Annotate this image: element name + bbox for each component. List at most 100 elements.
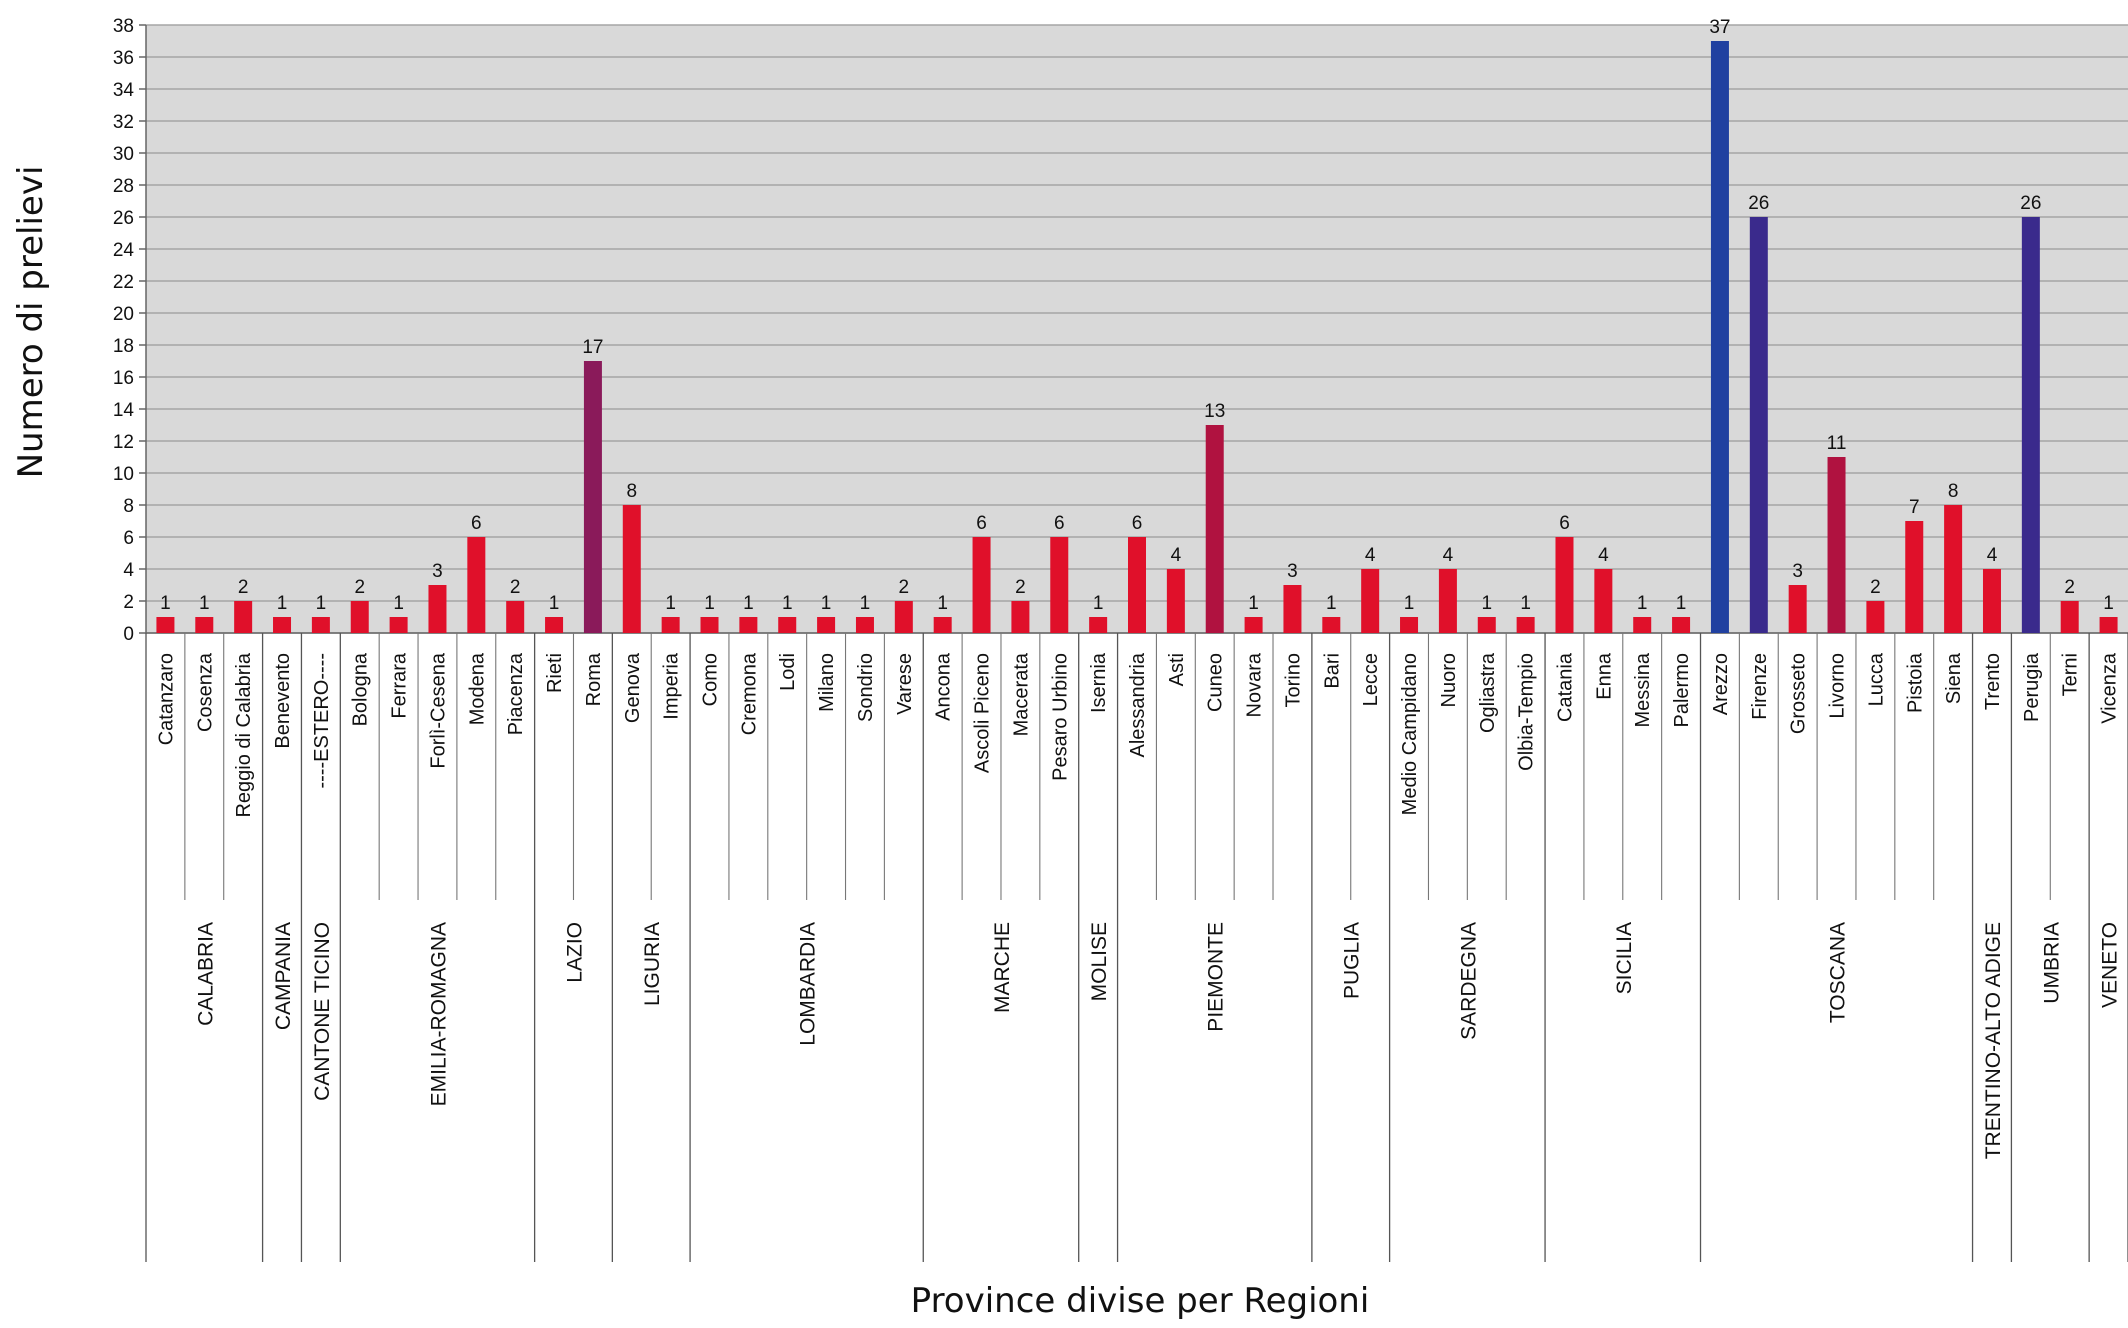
bar [1516, 617, 1535, 633]
bar [273, 617, 292, 633]
bar [1400, 617, 1419, 633]
category-label: Catanzaro [155, 653, 177, 745]
data-label: 6 [1559, 513, 1570, 534]
data-label: 3 [1792, 561, 1803, 582]
category-label: Milano [816, 653, 838, 712]
region-label: MARCHE [991, 922, 1014, 1013]
y-tick-label: 24 [113, 240, 135, 261]
bar [1089, 617, 1108, 633]
category-label: Palermo [1671, 653, 1693, 727]
y-tick-label: 10 [113, 464, 134, 485]
data-label: 4 [1365, 545, 1376, 566]
data-label: 4 [1443, 545, 1454, 566]
bar [894, 601, 913, 633]
data-label: 4 [1987, 545, 1998, 566]
region-label: VENETO [2099, 922, 2122, 1008]
category-label: Firenze [1749, 653, 1771, 720]
data-label: 2 [2064, 577, 2075, 598]
data-label: 17 [582, 337, 603, 358]
bar [583, 361, 602, 633]
bar [933, 617, 952, 633]
category-label: Arezzo [1710, 653, 1732, 715]
category-label: Cosenza [194, 652, 216, 732]
data-label: 4 [1171, 545, 1182, 566]
data-label: 1 [316, 593, 327, 614]
data-label: 1 [1248, 593, 1259, 614]
category-label: Pesaro Urbino [1049, 653, 1071, 781]
bar [350, 601, 369, 633]
category-label: Alessandria [1127, 652, 1149, 757]
data-label: 2 [1015, 577, 1026, 598]
bar [1827, 457, 1846, 633]
region-label: LOMBARDIA [797, 922, 820, 1046]
data-label: 11 [1827, 433, 1847, 454]
category-label: Modena [466, 652, 488, 725]
region-label: TRENTINO-ALTO ADIGE [1982, 922, 2005, 1159]
region-label: PUGLIA [1341, 922, 1364, 999]
category-label: Lodi [777, 653, 799, 691]
bar [156, 617, 175, 633]
region-label: SICILIA [1613, 922, 1636, 994]
bar [972, 537, 991, 633]
category-label: Asti [1166, 653, 1188, 686]
data-label: 2 [1870, 577, 1881, 598]
bar [1244, 617, 1263, 633]
category-label: Vicenza [2099, 652, 2121, 724]
category-label: Perugia [2021, 652, 2043, 722]
bar [1283, 585, 1302, 633]
bar [1166, 569, 1185, 633]
y-tick-label: 38 [113, 16, 134, 37]
category-label: Ogliastra [1477, 652, 1499, 733]
bar [1555, 537, 1574, 633]
bar [195, 617, 214, 633]
bar [506, 601, 525, 633]
bar [1205, 425, 1224, 633]
data-label: 3 [1287, 561, 1298, 582]
data-label: 1 [1676, 593, 1687, 614]
category-label: Roma [583, 652, 605, 706]
data-label: 1 [743, 593, 754, 614]
region-label: CAMPANIA [272, 922, 295, 1030]
data-label: 1 [1404, 593, 1415, 614]
bar [311, 617, 330, 633]
bar [1905, 521, 1924, 633]
bar [700, 617, 719, 633]
bar [1788, 585, 1807, 633]
y-tick-label: 12 [113, 432, 134, 453]
category-label: Catania [1554, 652, 1576, 722]
region-label: SARDEGNA [1457, 922, 1480, 1040]
category-label: Ancona [933, 652, 955, 721]
bar [234, 601, 253, 633]
data-label: 1 [1520, 593, 1531, 614]
data-label: 26 [2020, 193, 2041, 214]
bar [661, 617, 680, 633]
category-label: Lecce [1360, 653, 1382, 706]
bar [1011, 601, 1030, 633]
y-tick-label: 2 [123, 592, 134, 613]
region-label: EMILIA-ROMAGNA [427, 922, 450, 1106]
category-label: Forlì-Cesena [427, 652, 449, 768]
category-label: Sondrio [855, 653, 877, 722]
data-label: 8 [1948, 481, 1959, 502]
y-tick-label: 18 [113, 336, 134, 357]
data-label: 26 [1748, 193, 1769, 214]
category-label: Olbia-Tempio [1516, 653, 1538, 771]
data-label: 1 [1093, 593, 1104, 614]
bar [1594, 569, 1613, 633]
category-label: Varese [894, 653, 916, 715]
bar [545, 617, 564, 633]
data-label: 1 [860, 593, 871, 614]
bar [1128, 537, 1146, 633]
region-label: LAZIO [563, 922, 586, 983]
region-label: MOLISE [1088, 922, 1111, 1001]
bar [2099, 617, 2118, 633]
data-label: 8 [626, 481, 637, 502]
data-label: 1 [277, 593, 288, 614]
category-label: Cremona [738, 652, 760, 735]
region-label: LIGURIA [641, 922, 664, 1006]
y-tick-label: 22 [113, 272, 134, 293]
category-label: Pistoia [1904, 652, 1926, 713]
y-tick-label: 0 [123, 624, 134, 645]
category-label: Trento [1982, 653, 2004, 710]
region-label: PIEMONTE [1205, 922, 1228, 1032]
